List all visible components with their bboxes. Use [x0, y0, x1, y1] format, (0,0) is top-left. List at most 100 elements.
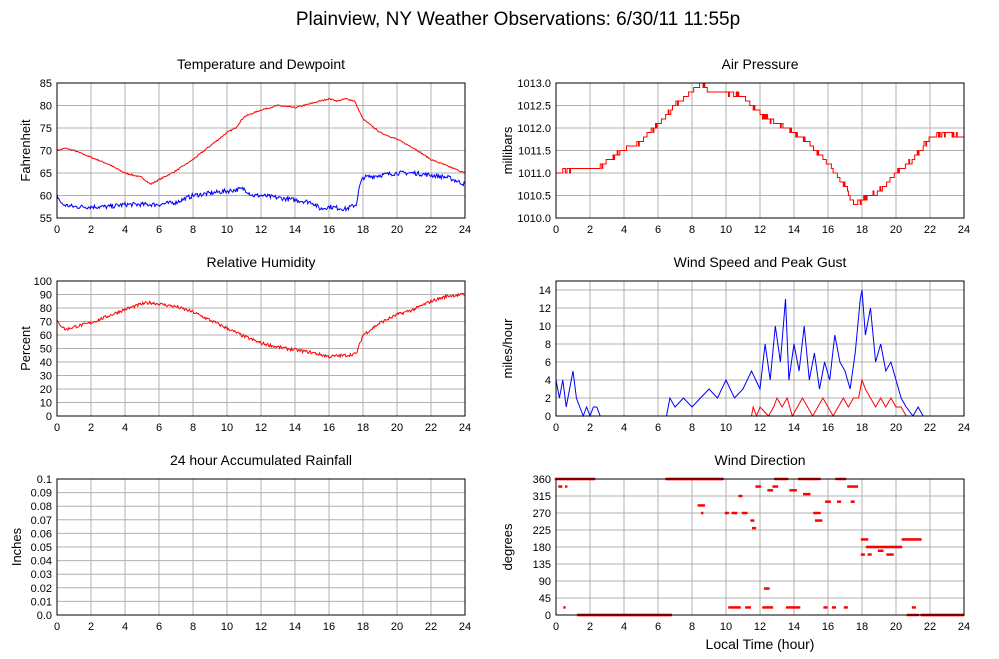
- direction-point: [763, 606, 767, 609]
- y-tick-label: 2: [545, 393, 551, 405]
- chart-title: Wind Direction: [714, 452, 805, 468]
- x-tick-label: 20: [890, 621, 902, 633]
- direction-point: [875, 545, 878, 549]
- y-axis-label: degrees: [500, 523, 515, 570]
- direction-point: [877, 549, 881, 552]
- direction-point: [786, 606, 789, 609]
- page-title: Plainview, NY Weather Observations: 6/30…: [296, 9, 740, 30]
- x-tick-label: 4: [621, 621, 627, 633]
- x-tick-label: 20: [391, 422, 403, 434]
- x-tick-label: 16: [323, 224, 335, 236]
- direction-point: [563, 606, 566, 609]
- direction-point: [745, 606, 748, 609]
- chart-title: Wind Speed and Peak Gust: [674, 254, 847, 270]
- direction-point: [865, 545, 869, 549]
- gridlines: [57, 83, 465, 218]
- x-tick-label: 6: [156, 422, 162, 434]
- direction-point: [850, 500, 853, 503]
- direction-point: [860, 538, 864, 541]
- direction-point: [770, 489, 774, 492]
- x-tick-label: 12: [255, 224, 267, 236]
- y-tick-label: 65: [40, 168, 52, 180]
- direction-point: [833, 606, 836, 609]
- direction-point: [868, 545, 872, 549]
- direction-point: [775, 485, 779, 488]
- direction-point: [745, 511, 748, 515]
- direction-point: [765, 587, 768, 590]
- direction-point: [899, 545, 903, 549]
- series-line-red: [56, 292, 465, 359]
- direction-point: [787, 606, 791, 609]
- y-tick-label: 8: [545, 339, 551, 351]
- direction-point: [888, 553, 891, 556]
- y-tick-label: 85: [40, 78, 52, 90]
- direction-point: [702, 504, 706, 507]
- series-line-red: [56, 97, 466, 185]
- direction-point: [879, 545, 882, 549]
- direction-point: [818, 511, 821, 515]
- direction-point: [792, 489, 796, 492]
- x-tick-label: 0: [54, 224, 60, 236]
- x-tick-label: 18: [856, 224, 868, 236]
- direction-point: [876, 545, 880, 549]
- x-tick-label: 10: [720, 621, 732, 633]
- direction-point: [837, 500, 840, 503]
- direction-point: [724, 511, 728, 515]
- y-tick-label: 1013.0: [517, 78, 551, 90]
- x-tick-label: 4: [122, 621, 128, 633]
- direction-point: [814, 519, 818, 522]
- x-tick-label: 10: [221, 422, 233, 434]
- direction-point: [882, 545, 885, 549]
- direction-point: [755, 485, 758, 488]
- direction-point: [867, 545, 870, 549]
- direction-point: [774, 485, 777, 488]
- gridlines: [556, 281, 964, 416]
- y-tick-label: 55: [40, 213, 52, 225]
- x-tick-label: 22: [425, 422, 437, 434]
- direction-point: [828, 500, 831, 503]
- y-tick-label: 0.1: [37, 474, 52, 486]
- x-tick-label: 14: [788, 621, 800, 633]
- direction-point: [796, 606, 799, 609]
- x-tick-label: 24: [958, 621, 970, 633]
- x-tick-label: 6: [655, 422, 661, 434]
- direction-point: [803, 492, 806, 496]
- y-tick-label: 0.01: [31, 596, 52, 608]
- direction-point: [794, 606, 797, 609]
- y-tick-label: 70: [40, 317, 52, 329]
- direction-point: [699, 504, 702, 507]
- direction-point: [806, 492, 809, 496]
- x-tick-label: 14: [289, 621, 301, 633]
- y-tick-label: 30: [40, 371, 52, 383]
- direction-point: [890, 545, 893, 549]
- direction-point: [911, 606, 915, 609]
- y-tick-label: 0.02: [31, 583, 52, 595]
- y-tick-label: 40: [40, 357, 52, 369]
- direction-point: [743, 511, 746, 515]
- direction-point: [871, 545, 874, 549]
- y-tick-label: 0: [46, 411, 52, 423]
- direction-point: [701, 504, 704, 507]
- direction-point: [916, 538, 919, 541]
- x-tick-label: 0: [54, 422, 60, 434]
- y-tick-label: 0.08: [31, 501, 52, 513]
- direction-point: [845, 606, 848, 609]
- direction-point: [891, 553, 894, 556]
- direction-point: [919, 538, 922, 541]
- x-tick-label: 22: [924, 621, 936, 633]
- y-tick-label: 80: [40, 303, 52, 315]
- y-tick-label: 6: [545, 357, 551, 369]
- direction-point: [860, 553, 864, 556]
- x-tick-label: 16: [323, 422, 335, 434]
- y-tick-label: 315: [533, 491, 551, 503]
- x-tick-label: 18: [357, 422, 369, 434]
- direction-point: [728, 606, 731, 609]
- direction-point: [872, 545, 876, 549]
- direction-point: [738, 494, 741, 498]
- gridlines: [57, 281, 465, 416]
- x-tick-label: 22: [425, 621, 437, 633]
- direction-point: [750, 519, 753, 522]
- x-tick-label: 4: [122, 224, 128, 236]
